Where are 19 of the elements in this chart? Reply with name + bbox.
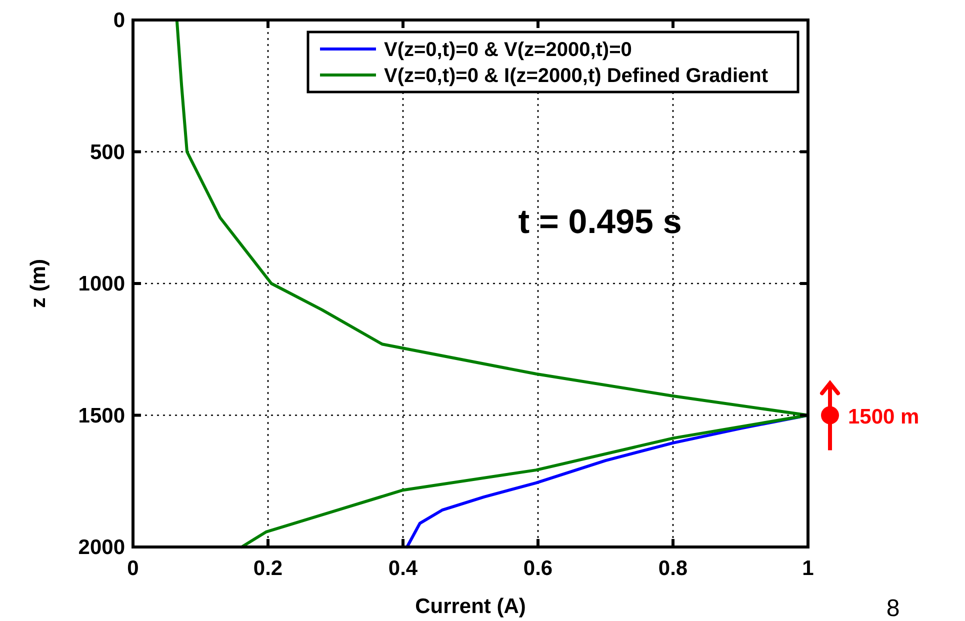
x-tick-label: 0.6 [523,557,553,580]
y-tick-label: 1500 [78,404,125,428]
x-tick-label: 0.4 [388,557,418,580]
y-tick-label: 1000 [78,272,125,296]
annotation: 1500 m [848,405,920,428]
y-tick-label: 2000 [78,536,125,559]
x-tick-label: 1 [802,557,814,580]
x-tick-label: 0 [127,557,139,580]
annotation: t = 0.495 s [518,203,682,241]
y-tick-label: 0 [113,9,125,32]
x-axis-title: Current (A) [415,595,526,618]
x-tick-label: 0.8 [658,557,688,580]
y-axis-title: z (m) [27,259,50,308]
x-tick-label: 0.2 [253,557,283,580]
legend-label: V(z=0,t)=0 & I(z=2000,t) Defined Gradient [384,65,768,87]
line-series [175,18,810,548]
y-tick-label: 500 [90,140,125,164]
legend-label: V(z=0,t)=0 & V(z=2000,t)=0 [384,39,632,61]
text: 8 [886,595,900,621]
